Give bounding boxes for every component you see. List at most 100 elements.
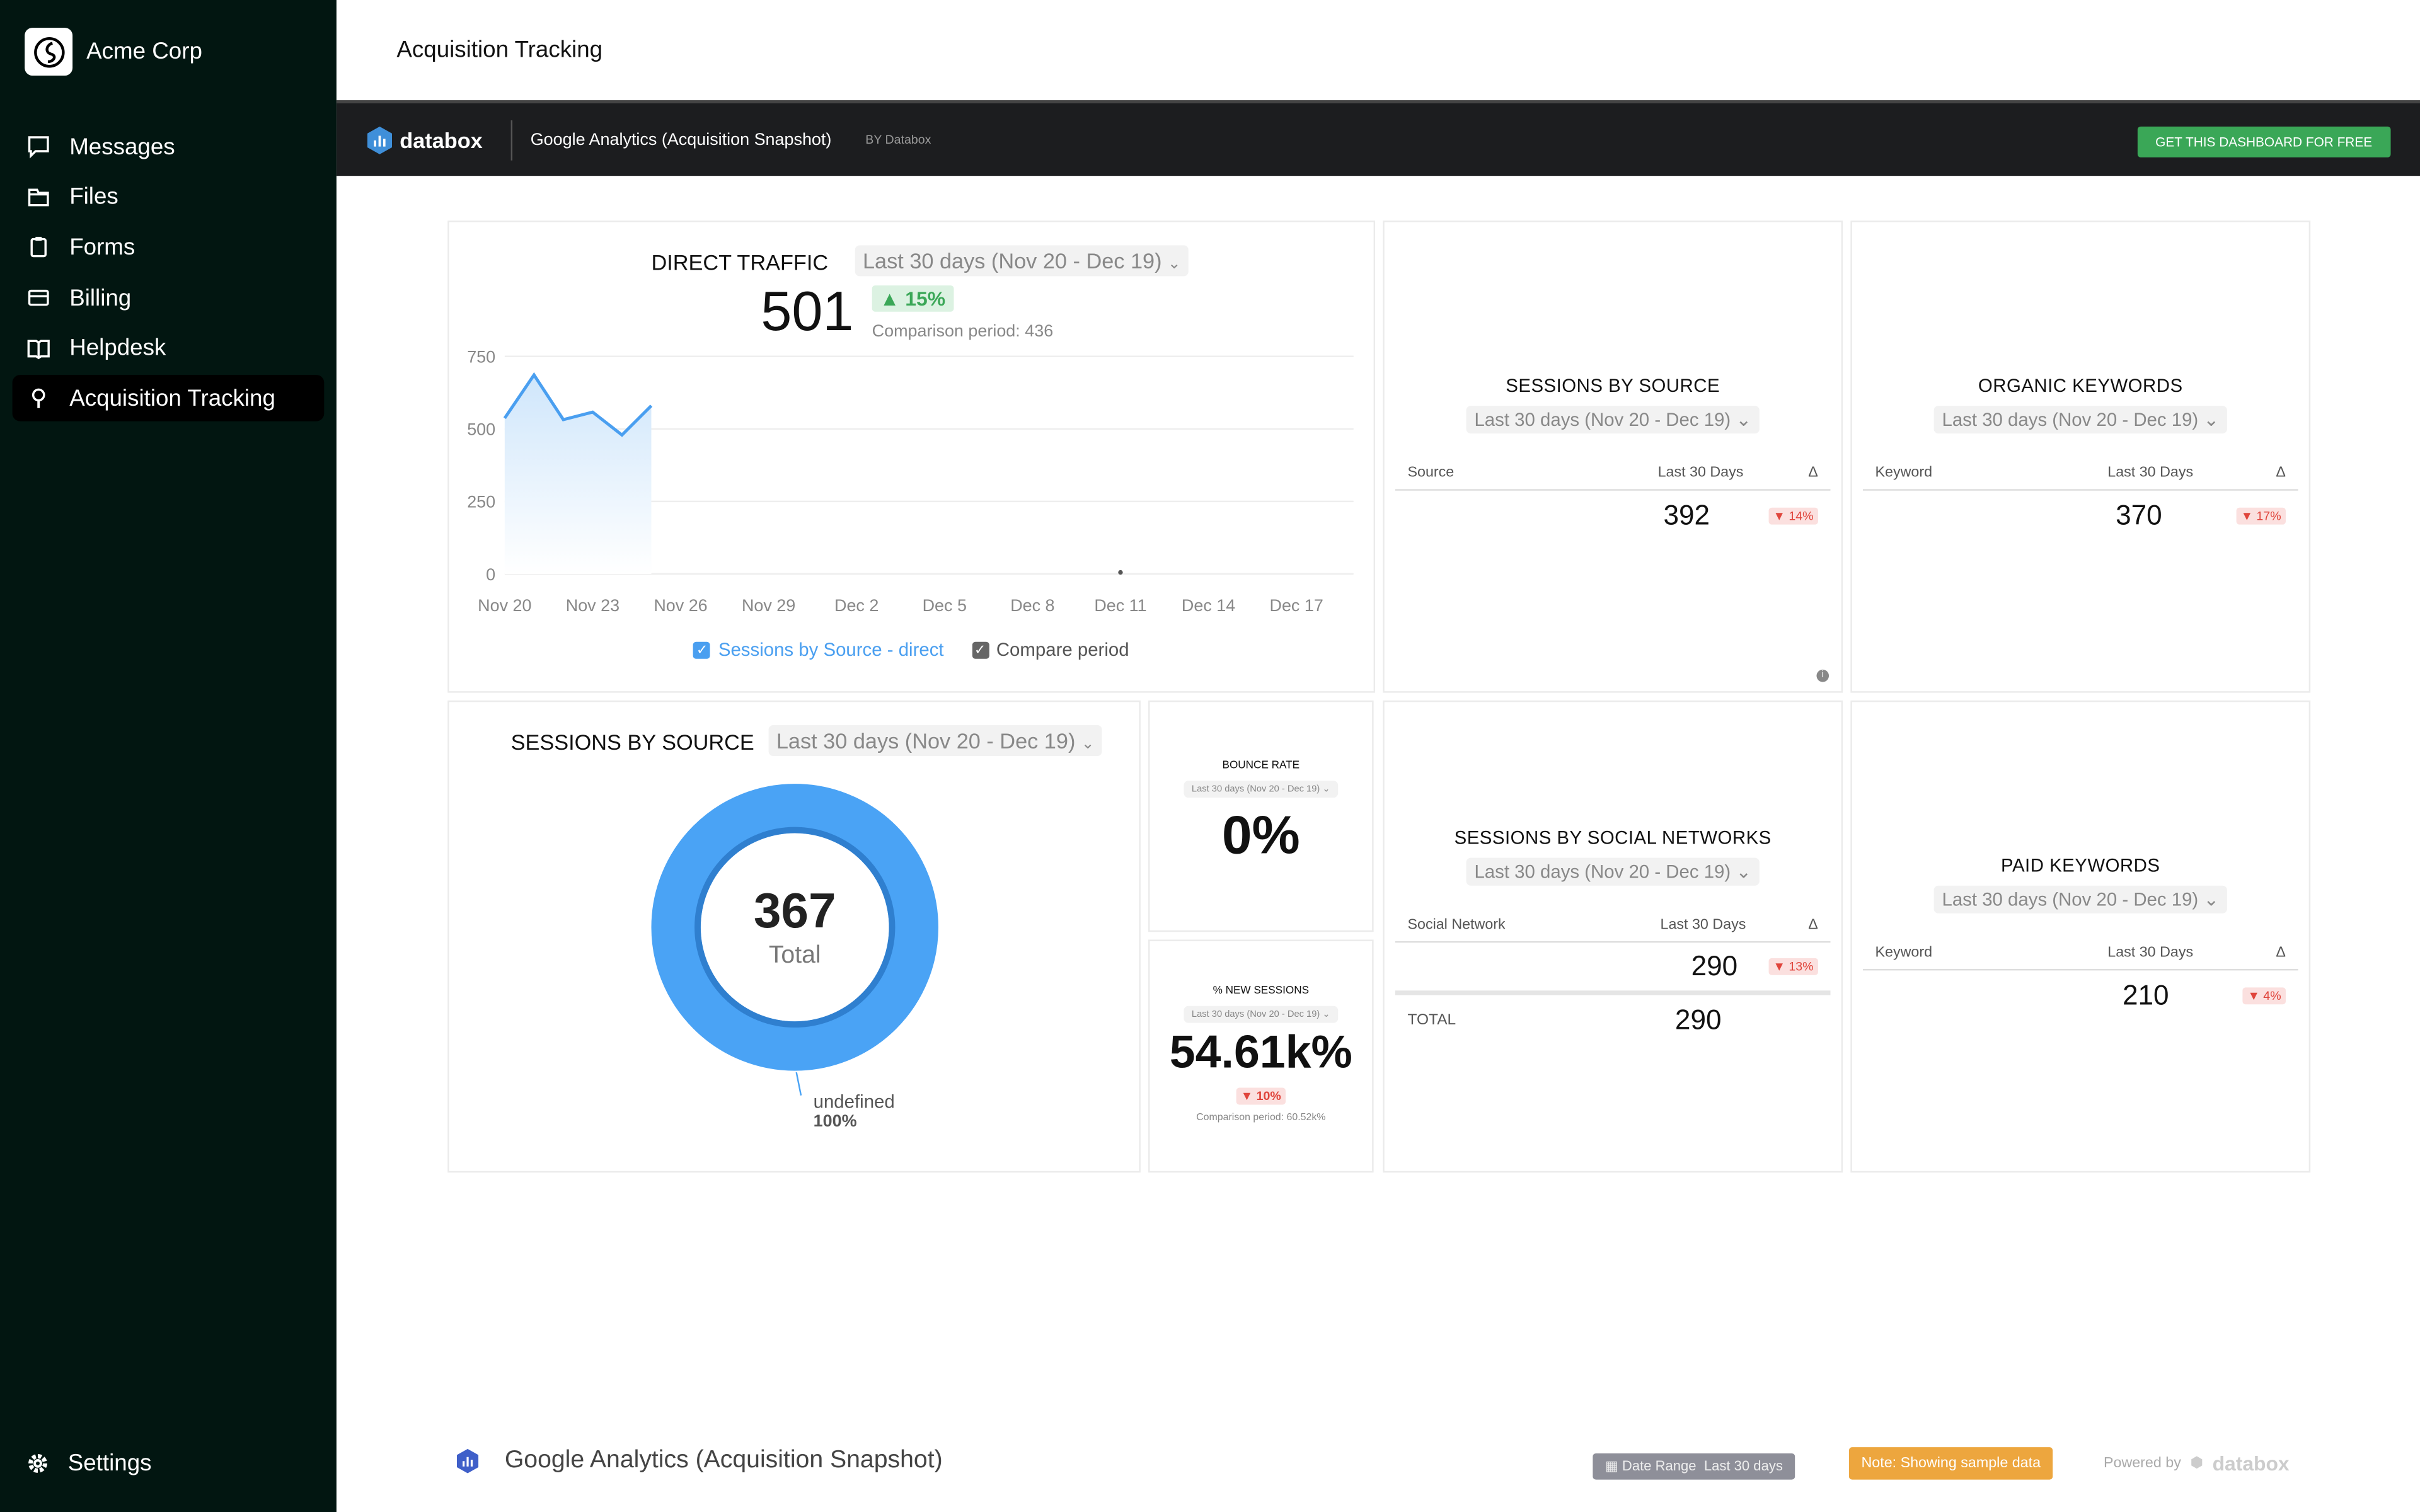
comparison-text: Comparison period: 436: [872, 322, 1054, 341]
column-header: Δ: [1808, 916, 1818, 934]
date-range-pill[interactable]: ▦ Date Range Last 30 days: [1593, 1453, 1795, 1480]
social-networks-card: SESSIONS BY SOCIAL NETWORKS Last 30 days…: [1383, 700, 1843, 1173]
dashboard-footer: Google Analytics (Acquisition Snapshot) …: [337, 1435, 2420, 1491]
cell-value: 370: [2116, 500, 2162, 531]
chart-legend: ✓ Sessions by Source - direct ✓ Compare pe…: [449, 639, 1374, 660]
column-header: Δ: [1808, 464, 1818, 482]
databox-logo-icon: [456, 1448, 479, 1474]
new-sessions-card: % NEW SESSIONS Last 30 days (Nov 20 - De…: [1148, 939, 1374, 1173]
message-icon: [28, 136, 49, 159]
divider: [510, 119, 512, 160]
table-total-row: TOTAL 290: [1395, 995, 1831, 1046]
date-range-pill-value: Last 30 days: [1703, 1458, 1783, 1474]
slice-label: undefined: [813, 1091, 895, 1113]
series-line[interactable]: [503, 372, 653, 437]
date-range-dropdown[interactable]: Last 30 days (Nov 20 - Dec 19) ⌄: [1184, 781, 1338, 798]
databox-logo-icon: ⬢: [2190, 1455, 2203, 1472]
date-range-label: Last 30 days (Nov 20 - Dec 19): [1191, 1011, 1320, 1020]
sidebar-item-acquisition-tracking[interactable]: Acquisition Tracking: [12, 375, 325, 422]
sidebar-item-billing[interactable]: Billing: [13, 275, 325, 321]
checkbox-checked-icon: ✓: [693, 641, 711, 658]
total-label: TOTAL: [1407, 1012, 1456, 1029]
bounce-rate-value: 0%: [1221, 805, 1300, 866]
cell-value: 290: [1691, 950, 1738, 982]
column-header: Keyword: [1875, 464, 1933, 482]
slice-label-leader: [795, 1072, 802, 1096]
column-header: Last 30 Days: [1660, 916, 1746, 934]
clipboard-icon: [30, 237, 47, 258]
get-dashboard-button[interactable]: GET THIS DASHBOARD FOR FREE: [2136, 126, 2391, 158]
databox-logo[interactable]: databox: [367, 125, 483, 154]
sidebar: Acme Corp Messages Files Forms Billing H…: [0, 0, 337, 1512]
date-range-dropdown[interactable]: Last 30 days (Nov 20 - Dec 19) ⌄: [1466, 857, 1760, 886]
dashboard-author: BY Databox: [865, 132, 931, 147]
column-header: Δ: [2276, 464, 2286, 482]
sidebar-item-label: Helpdesk: [69, 335, 166, 362]
card-title: % NEW SESSIONS: [1213, 985, 1310, 997]
direct-traffic-card: DIRECT TRAFFIC Last 30 days (Nov 20 - De…: [447, 220, 1376, 693]
sidebar-item-forms[interactable]: Forms: [13, 224, 325, 270]
date-range-dropdown[interactable]: Last 30 days (Nov 20 - Dec 19) ⌄: [768, 725, 1102, 757]
date-range-dropdown[interactable]: Last 30 days (Nov 20 - Dec 19) ⌄: [1184, 1005, 1338, 1023]
y-tick-label: 750: [467, 348, 495, 367]
legend-compare[interactable]: ✓ Compare period: [971, 638, 1129, 661]
table-row: 210 ▼ 4%: [1863, 970, 2298, 1021]
sidebar-item-messages[interactable]: Messages: [13, 123, 325, 169]
sidebar-item-label: Acquisition Tracking: [69, 386, 275, 412]
y-tick-label: 500: [467, 420, 495, 439]
page-title: Acquisition Tracking: [396, 37, 603, 64]
x-tick-label: Dec 8: [1010, 596, 1054, 615]
donut-slice[interactable]: [651, 784, 938, 1071]
date-range-label: Last 30 days (Nov 20 - Dec 19): [1474, 408, 1731, 431]
sidebar-item-files[interactable]: Files: [13, 174, 325, 220]
organic-keywords-card: ORGANIC KEYWORDS Last 30 days (Nov 20 - …: [1850, 220, 2311, 693]
column-header: Keyword: [1875, 944, 1933, 961]
date-range-dropdown[interactable]: Last 30 days (Nov 20 - Dec 19) ⌄: [1934, 406, 2227, 434]
date-range-dropdown[interactable]: Last 30 days (Nov 20 - Dec 19) ⌄: [855, 245, 1189, 277]
change-badge: ▼ 4%: [2243, 987, 2286, 1005]
sidebar-item-label: Messages: [69, 133, 175, 160]
company-brand[interactable]: Acme Corp: [25, 28, 202, 76]
dashboard-name: Google Analytics (Acquisition Snapshot): [530, 130, 832, 149]
table-row: 392 ▼ 14%: [1395, 491, 1831, 542]
column-header: Last 30 Days: [2107, 464, 2194, 482]
date-range-label: Last 30 days (Nov 20 - Dec 19): [1942, 408, 2199, 431]
date-range-dropdown[interactable]: Last 30 days (Nov 20 - Dec 19) ⌄: [1934, 885, 2227, 914]
date-range-dropdown[interactable]: Last 30 days (Nov 20 - Dec 19) ⌄: [1466, 406, 1760, 434]
powered-by-brand: databox: [2212, 1452, 2290, 1475]
change-badge: ▲ 15%: [872, 285, 954, 312]
card-title: SESSIONS BY SOCIAL NETWORKS: [1454, 827, 1772, 849]
settings-label: Settings: [67, 1450, 152, 1477]
folder-icon: [28, 188, 49, 206]
card-title: PAID KEYWORDS: [2001, 854, 2160, 877]
sidebar-item-settings[interactable]: Settings: [26, 1450, 152, 1477]
x-tick-label: Nov 23: [566, 596, 619, 615]
donut-chart: [651, 784, 938, 1096]
chevron-down-icon: ⌄: [1081, 736, 1095, 753]
x-tick-label: Nov 29: [742, 596, 795, 615]
date-range-label: Last 30 days (Nov 20 - Dec 19): [1191, 785, 1320, 795]
date-range-label: Last 30 days (Nov 20 - Dec 19): [1942, 888, 2199, 910]
x-tick-label: Dec 17: [1270, 596, 1323, 615]
book-icon: [27, 339, 50, 359]
direct-traffic-chart: 0 250 500 750 Nov 20 Nov 23 Nov 26 Nov 29 Dec 2 D…: [467, 348, 1354, 615]
change-badge: ▼ 13%: [1768, 958, 1818, 975]
table-row: 370 ▼ 17%: [1863, 491, 2298, 542]
comparison-text: Comparison period: 60.52k%: [1196, 1112, 1326, 1123]
company-name: Acme Corp: [86, 38, 202, 65]
sidebar-item-helpdesk[interactable]: Helpdesk: [13, 325, 325, 371]
date-range-label: Last 30 days (Nov 20 - Dec 19): [776, 728, 1076, 753]
credit-card-icon: [28, 290, 49, 306]
bounce-rate-card: BOUNCE RATE Last 30 days (Nov 20 - Dec 1…: [1148, 700, 1374, 932]
slice-percent: 100%: [813, 1112, 857, 1131]
info-icon[interactable]: i: [1816, 669, 1829, 682]
sample-data-note: Note: Showing sample data: [1848, 1447, 2053, 1480]
column-header: Δ: [2276, 944, 2286, 961]
x-tick-label: Nov 20: [478, 596, 531, 615]
powered-by[interactable]: Powered by ⬢ databox: [2104, 1452, 2290, 1475]
card-title: SESSIONS BY SOURCE: [510, 730, 754, 755]
legend-label: Compare period: [996, 638, 1129, 661]
databox-header: databox Google Analytics (Acquisition Sn…: [336, 100, 2420, 176]
legend-series[interactable]: ✓ Sessions by Source - direct: [693, 639, 944, 660]
card-title: ORGANIC KEYWORDS: [1978, 375, 2183, 397]
